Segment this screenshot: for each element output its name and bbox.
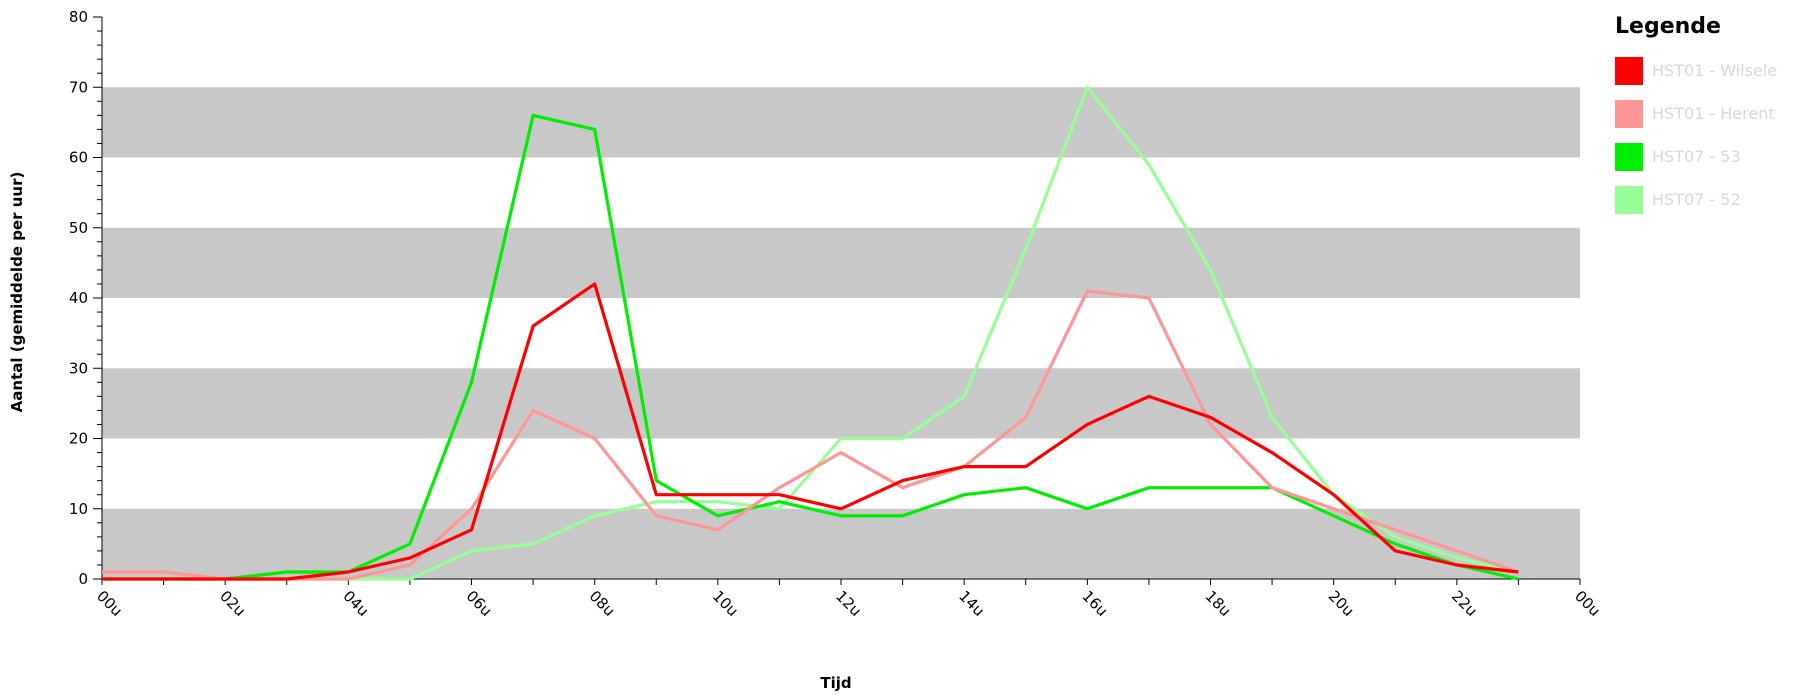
series-line-hst07-52 (102, 85, 1519, 581)
x-tick-label: 16u (1078, 587, 1111, 620)
x-tick-label: 10u (709, 587, 742, 620)
x-tick-label: 12u (832, 587, 865, 620)
y-tick-label: 20 (69, 430, 88, 448)
y-tick-label: 80 (69, 8, 88, 26)
x-tick-label: 20u (1325, 587, 1358, 620)
x-tick-label: 00u (93, 587, 126, 620)
series-line-hst01-herent (102, 289, 1519, 581)
legend-swatch (1615, 99, 1643, 128)
x-axis: 00u 02u 04u 06u 08u 10u 12u 14u 16u 18u 20u 22u 00u (93, 578, 1604, 620)
x-tick-label: 00u (1571, 587, 1604, 620)
y-axis: 0 10 20 30 40 50 60 70 80 (69, 8, 103, 588)
y-tick-label: 70 (69, 78, 88, 96)
x-tick-label: 02u (216, 587, 249, 620)
series-line-hst01-wilsele (102, 282, 1519, 581)
grid-band (102, 87, 1580, 158)
x-tick-label: 06u (463, 587, 496, 620)
legend-items: HST01 - Wilsele HST01 - Herent HST07 - 53 H… (1615, 55, 1815, 215)
y-axis-title: Aantal (gemiddelde per uur) (8, 172, 26, 413)
x-tick-label: 08u (586, 587, 619, 620)
legend-item-hst07-52[interactable]: HST07 - 52 (1615, 184, 1815, 215)
legend-item-hst07-53[interactable]: HST07 - 53 (1615, 141, 1815, 172)
legend-label: HST07 - 53 (1652, 147, 1741, 166)
y-tick-label: 0 (78, 570, 88, 588)
legend-label: HST01 - Wilsele (1652, 61, 1778, 80)
x-tick-label: 22u (1448, 587, 1481, 620)
legend-label: HST01 - Herent (1652, 104, 1775, 123)
x-axis-title: Tijd (820, 674, 851, 692)
x-tick-label: 04u (339, 587, 372, 620)
grid-band (102, 508, 1580, 579)
x-tick-label: 18u (1202, 587, 1235, 620)
y-tick-label: 50 (69, 219, 88, 237)
legend-item-hst01-herent[interactable]: HST01 - Herent (1615, 98, 1815, 129)
legend-label: HST07 - 52 (1652, 190, 1741, 209)
legend: Legende HST01 - Wilsele HST01 - Herent HST… (1615, 14, 1815, 227)
legend-item-hst01-wilsele[interactable]: HST01 - Wilsele (1615, 55, 1815, 86)
y-tick-label: 10 (69, 500, 88, 518)
legend-swatch (1615, 56, 1643, 85)
x-tick-label: 14u (955, 587, 988, 620)
grid-band (102, 368, 1580, 439)
series-lines (102, 85, 1519, 581)
legend-swatch (1615, 142, 1643, 171)
grid-band (102, 227, 1580, 298)
y-tick-label: 30 (69, 359, 88, 377)
legend-swatch (1615, 185, 1643, 214)
grid-bands (102, 87, 1580, 579)
legend-title: Legende (1615, 14, 1721, 39)
y-tick-label: 60 (69, 149, 88, 167)
y-tick-label: 40 (69, 289, 88, 307)
